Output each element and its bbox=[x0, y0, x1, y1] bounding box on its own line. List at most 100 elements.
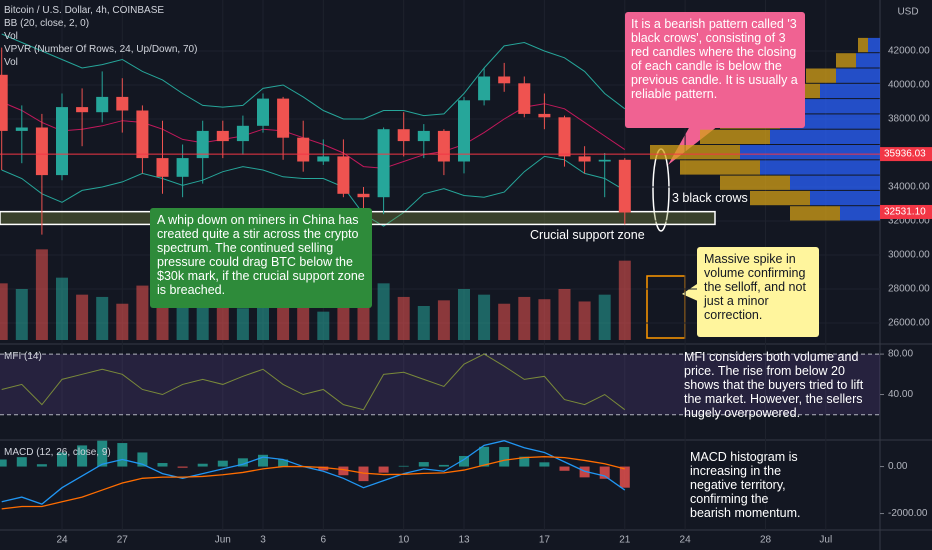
vpvr-up bbox=[856, 53, 880, 68]
y-tick-label: 40.00 bbox=[888, 389, 913, 400]
x-tick-label: 17 bbox=[539, 535, 551, 546]
candle-body bbox=[578, 156, 591, 162]
candle-body bbox=[176, 158, 189, 177]
macd-histogram bbox=[157, 463, 168, 467]
support-label: Crucial support zone bbox=[530, 228, 645, 242]
vpvr-up bbox=[810, 190, 880, 206]
macd-histogram bbox=[358, 466, 369, 482]
macd-histogram bbox=[539, 462, 550, 467]
x-tick-label: 24 bbox=[680, 535, 692, 546]
y-tick-label: -2000.00 bbox=[888, 508, 928, 519]
candle-body bbox=[136, 110, 149, 159]
candle-body bbox=[618, 159, 631, 213]
candle-body bbox=[598, 159, 611, 162]
x-tick-label: 24 bbox=[56, 535, 68, 546]
candle-body bbox=[518, 83, 531, 114]
macd-histogram bbox=[318, 466, 329, 471]
volume-bar bbox=[236, 308, 249, 340]
candle-body bbox=[277, 98, 290, 138]
macd-histogram bbox=[479, 446, 490, 467]
vpvr-down bbox=[836, 53, 856, 68]
legend-indicator: Vol bbox=[4, 57, 18, 68]
volume-bar bbox=[257, 302, 269, 340]
price-marker-label: 35936.03 bbox=[884, 149, 926, 160]
macd-histogram bbox=[137, 452, 148, 467]
candle-body bbox=[437, 130, 450, 162]
x-tick-label: 21 bbox=[619, 535, 631, 546]
y-tick-label: 32000.00 bbox=[888, 216, 930, 227]
volume-note: Massive spike in volume confirming the s… bbox=[697, 247, 819, 337]
candle-body bbox=[35, 127, 48, 176]
candle-body bbox=[0, 74, 8, 131]
y-tick-label: 26000.00 bbox=[888, 318, 930, 329]
x-tick-label: 6 bbox=[321, 535, 327, 546]
candle-body bbox=[236, 125, 249, 142]
macd-histogram bbox=[519, 456, 530, 467]
macd-histogram bbox=[197, 463, 208, 467]
price-marker-label: 32531.10 bbox=[884, 207, 926, 218]
macd-histogram bbox=[258, 454, 268, 467]
macd-histogram bbox=[378, 466, 389, 473]
volume-bar bbox=[56, 277, 68, 340]
macd-histogram bbox=[117, 443, 128, 467]
candle-body bbox=[558, 117, 571, 157]
x-tick-label: 27 bbox=[117, 535, 129, 546]
candle-body bbox=[498, 76, 511, 84]
vpvr-up bbox=[790, 175, 880, 190]
volume-bar bbox=[96, 296, 109, 340]
volume-bar bbox=[478, 294, 491, 340]
candle-body bbox=[297, 137, 310, 162]
candle-body bbox=[458, 100, 470, 162]
vpvr-up bbox=[840, 206, 880, 221]
volume-bar bbox=[437, 300, 450, 340]
macd-histogram bbox=[338, 466, 349, 476]
price-marker bbox=[880, 147, 932, 162]
macd-line bbox=[1, 440, 626, 505]
callout-pointer bbox=[682, 282, 700, 302]
y-tick-label: 30000.00 bbox=[888, 250, 930, 261]
y-tick-label: 38000.00 bbox=[888, 114, 930, 125]
macd-histogram bbox=[559, 466, 570, 471]
x-tick-label: 28 bbox=[760, 535, 772, 546]
volume-bar bbox=[317, 311, 330, 340]
mfi-band bbox=[0, 354, 880, 415]
volume-bar bbox=[397, 296, 410, 340]
volume-bar bbox=[377, 283, 390, 340]
y-tick-label: 42000.00 bbox=[888, 46, 930, 57]
candle-body bbox=[156, 158, 169, 177]
price-marker bbox=[880, 204, 932, 219]
candle-body bbox=[15, 127, 28, 131]
china-note: A whip down on miners in China has creat… bbox=[150, 208, 372, 308]
candle-body bbox=[417, 130, 430, 142]
y-tick-label: 34000.00 bbox=[888, 182, 930, 193]
vpvr-up bbox=[760, 160, 880, 175]
candle-body bbox=[216, 130, 229, 142]
volume-bar bbox=[458, 289, 470, 340]
vpvr-up bbox=[836, 68, 880, 83]
y-tick-label: 0.00 bbox=[888, 461, 908, 472]
legend-indicator: Vol bbox=[4, 31, 18, 42]
candle-body bbox=[257, 98, 269, 126]
legend-title: Bitcoin / U.S. Dollar, 4h, COINBASE bbox=[4, 5, 165, 16]
vpvr-up bbox=[820, 83, 880, 99]
volume-bar bbox=[578, 301, 591, 340]
candle-body bbox=[357, 193, 370, 198]
macd-histogram bbox=[459, 455, 469, 467]
mfi-line bbox=[1, 353, 626, 411]
vpvr-up bbox=[868, 37, 880, 53]
y-tick-label: 80.00 bbox=[888, 349, 913, 360]
macd-histogram bbox=[57, 452, 67, 467]
vpvr-down bbox=[806, 68, 836, 83]
macd-histogram bbox=[619, 466, 630, 488]
macd-histogram bbox=[77, 445, 88, 467]
mfi-legend: MFI (14) bbox=[4, 351, 42, 362]
macd-histogram bbox=[36, 464, 47, 467]
macd-histogram bbox=[237, 458, 248, 467]
bb-lower bbox=[1, 155, 626, 227]
vpvr-down bbox=[680, 160, 760, 175]
x-tick-label: Jul bbox=[819, 535, 832, 546]
candle-body bbox=[478, 76, 491, 101]
macd-histogram bbox=[278, 459, 289, 467]
macd-histogram bbox=[438, 464, 449, 467]
